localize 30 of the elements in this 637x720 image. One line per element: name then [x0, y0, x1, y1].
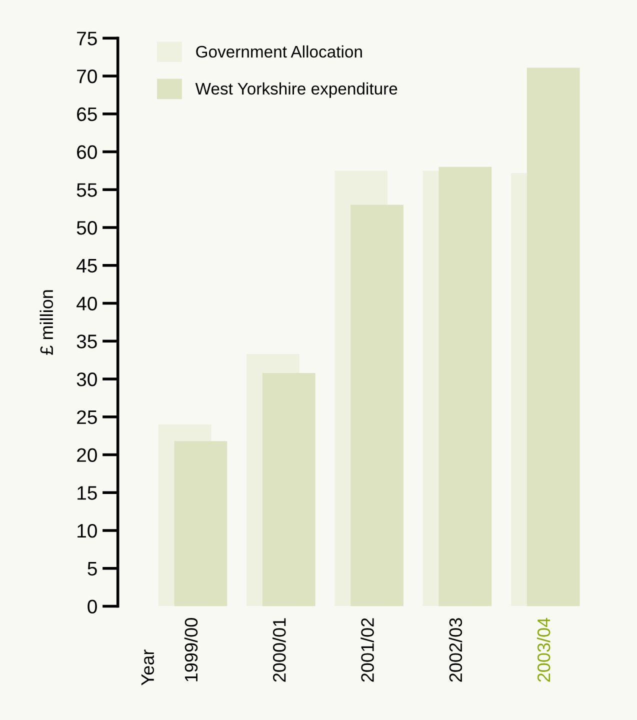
x-tick-label: 2003/04: [536, 618, 550, 682]
bar: [438, 166, 492, 606]
x-tick-label: 2001/02: [360, 618, 374, 682]
y-tick-label: 30: [76, 372, 97, 386]
y-tick-label: 25: [77, 410, 97, 424]
y-tick-label: 75: [77, 32, 97, 46]
y-tick-label: 40: [76, 296, 97, 310]
bar: [350, 204, 404, 606]
y-tick-label: 70: [77, 70, 97, 84]
y-axis-title: £ million: [40, 290, 54, 355]
y-tick-label: 55: [76, 183, 97, 197]
x-tick-label: 2000/01: [272, 618, 286, 682]
y-tick-label: 10: [78, 524, 97, 538]
legend-label: Government Allocation: [196, 45, 362, 58]
bar: [174, 441, 228, 606]
legend-label: West Yorkshire expenditure: [195, 82, 398, 98]
y-tick-label: 0: [88, 600, 97, 614]
x-tick-label: 2002/03: [448, 618, 462, 682]
y-tick-label: 60: [77, 145, 97, 160]
text: Year: [141, 650, 154, 686]
x-tick-label: 1999/00: [184, 618, 198, 682]
y-tick-label: 50: [76, 220, 97, 235]
y-tick-label: 35: [76, 334, 97, 348]
y-tick-label: 15: [78, 486, 97, 500]
bar: [526, 68, 580, 606]
y-tick-label: 5: [88, 562, 97, 576]
y-tick-label: 45: [76, 259, 97, 273]
bar: [262, 372, 316, 606]
y-tick-label: 20: [77, 448, 97, 462]
y-tick-label: 65: [77, 107, 97, 122]
